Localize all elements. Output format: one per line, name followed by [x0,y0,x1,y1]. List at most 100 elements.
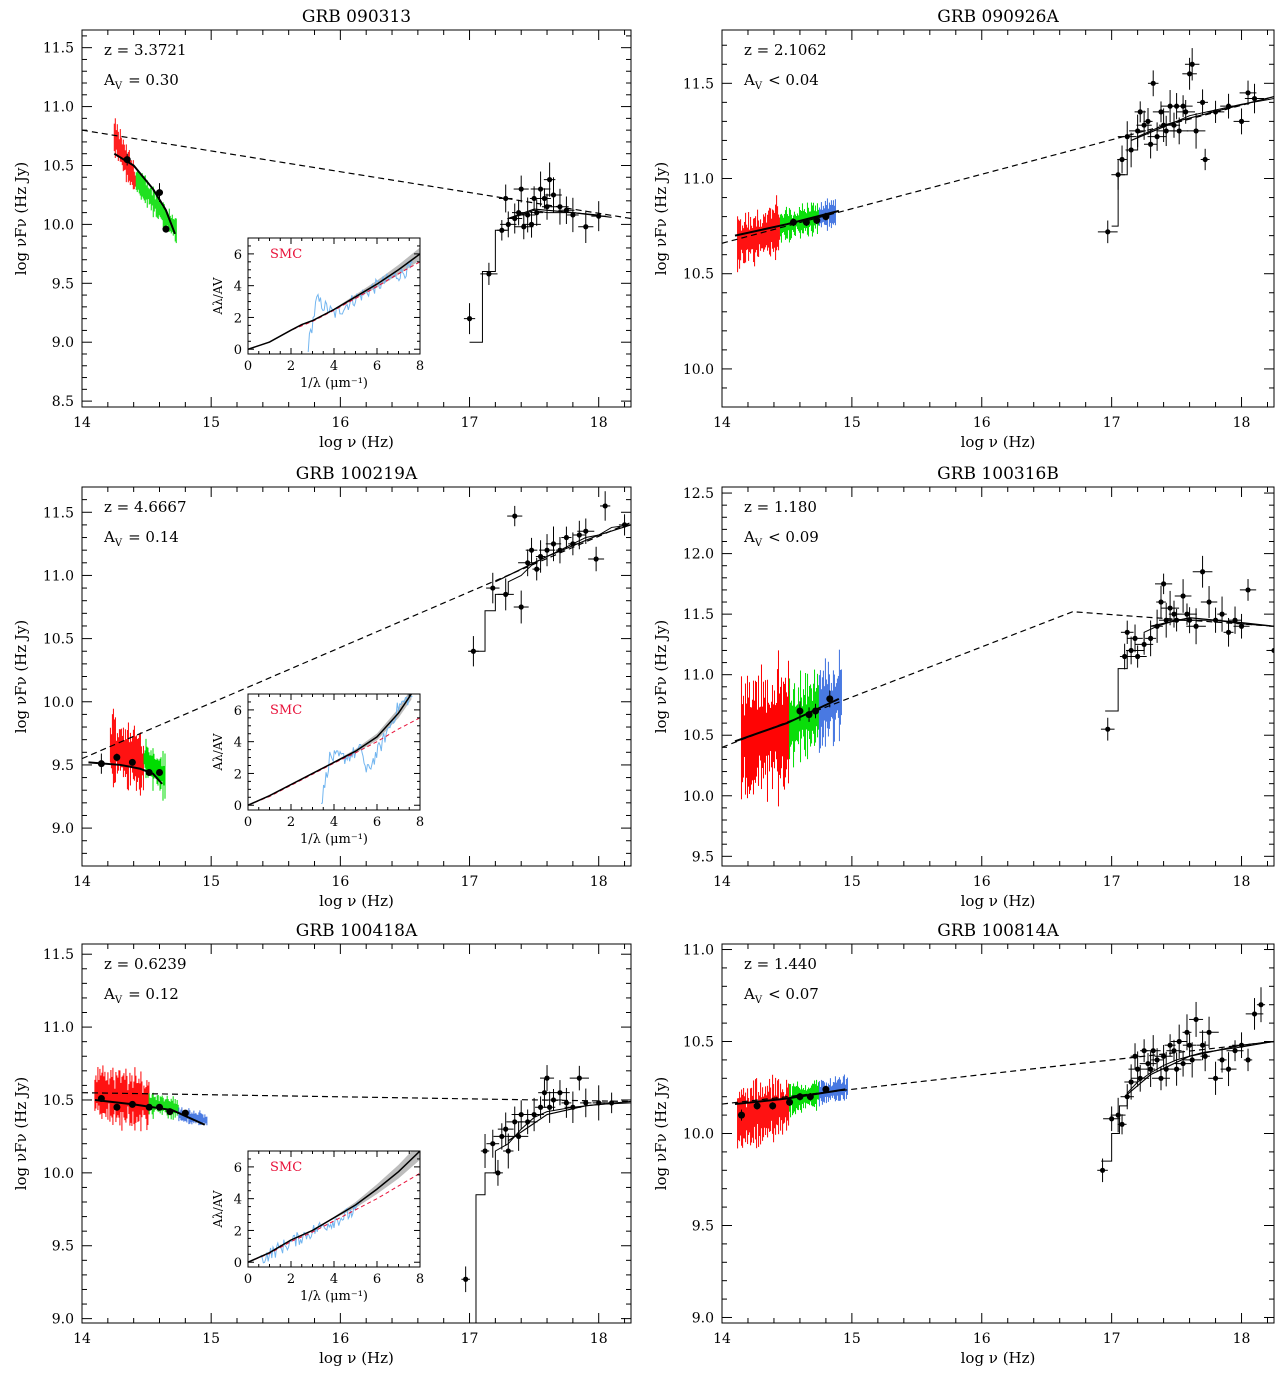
xray-model-step-line [463,1102,631,1323]
x-axis-label: log ν (Hz) [319,433,394,451]
optical-spectrum-green [148,1092,179,1120]
xray-point [570,212,576,218]
optical-point [737,1111,745,1119]
redshift-label: z = 4.6667 [104,498,187,516]
xray-point [1141,122,1147,128]
x-tick-label: 15 [843,415,861,431]
av-symbol: A [743,528,755,546]
xray-point [609,1100,615,1106]
xray-point [1245,90,1251,96]
xray-point [1206,599,1212,605]
xray-point [1141,641,1147,648]
optical-point [156,189,164,197]
model-dashed-line [722,1040,1274,1105]
xray-point [537,553,544,560]
plot-area [82,491,631,801]
x-tick-label: 16 [331,874,349,890]
xray-point [1154,1057,1160,1063]
xray-point [512,215,518,222]
xray-point [1199,569,1206,575]
optical-spectrum-red [113,118,136,190]
inset-x-tick-label: 6 [373,359,381,374]
y-tick-label: 10.5 [683,728,714,744]
y-tick-label: 11.5 [43,41,74,57]
inset-x-tick-label: 4 [330,815,338,830]
xray-point [1154,134,1160,140]
optical-point [156,1103,164,1111]
xray-point [1251,1011,1258,1017]
optical-point [166,1108,174,1116]
y-tick-label: 10.5 [43,632,74,648]
xray-point [1119,156,1125,163]
x-tick-label: 17 [461,415,479,431]
xray-point [503,195,509,202]
plot-area [722,48,1274,273]
xray-point [563,1100,570,1106]
inset-y-tick-label: 6 [234,1161,242,1176]
xray-point [1184,1029,1190,1035]
x-tick-label: 18 [1233,415,1251,431]
xray-point [1183,109,1189,115]
xray-point [503,591,509,597]
xray-point [1145,1060,1151,1067]
y-tick-label: 9.5 [52,758,74,774]
panel-0: GRB 090313 14 15 16 17 18 8.5 9.0 9.5 10.0 10.5 11.… [12,7,632,451]
xray-point [1161,122,1167,128]
panel-5: GRB 100814A 14 15 16 17 18 9.0 9.5 10.0 10.5 11.0 l… [652,921,1275,1367]
x-tick-label: 14 [713,874,731,890]
y-tick-label: 10.5 [683,267,714,283]
optical-point [806,1093,814,1101]
xray-point [1199,1042,1206,1048]
xray-point [1145,118,1151,124]
av-subscript: V [114,538,123,549]
xray-point [528,547,535,553]
y-tick-label: 9.0 [52,1312,74,1328]
x-tick-label: 17 [1103,874,1121,890]
x-tick-label: 16 [973,874,991,890]
xray-point [525,560,531,566]
inset-y-tick-label: 6 [234,704,242,719]
xray-point [1180,1060,1186,1067]
xray-point [537,186,544,192]
y-tick-label: 10.0 [683,1127,714,1143]
chart-title: GRB 100316B [937,464,1059,484]
xray-point [1212,109,1219,115]
x-tick-label: 17 [461,874,479,890]
inset-x-axis-label: 1/λ (μm⁻¹) [300,832,368,847]
xray-point [1232,617,1238,623]
plot-area [82,1065,631,1323]
xray-point [505,1148,511,1154]
y-tick-label: 9.0 [52,821,74,837]
xray-point [1171,611,1177,617]
xray-point [596,1100,602,1106]
xray-point [534,566,540,572]
y-axis-label: log νFν (Hz Jy) [652,162,670,276]
inset-x-tick-label: 2 [287,815,295,830]
x-tick-label: 14 [73,874,91,890]
optical-spectrum-green [143,738,166,801]
x-tick-label: 18 [590,415,608,431]
optical-point [805,711,813,719]
extinction-label: AV < 0.09 [743,528,819,549]
chart-title: GRB 100219A [296,464,418,484]
xray-point [1206,1029,1212,1035]
inset-x-tick-label: 2 [287,1272,295,1287]
xray-point [1105,229,1111,235]
xray-point [512,513,518,519]
xray-point [1148,1066,1154,1072]
panel-2: GRB 100219A 14 15 16 17 18 9.0 9.5 10.0 10.5 11.0 1… [12,464,632,910]
inset-y-tick-label: 0 [234,799,242,814]
inset-uncertainty-band [248,1151,420,1263]
extinction-inset: 0 2 4 6 8 0 2 4 6 1/λ (μm⁻¹) Aλ/AV SMC [211,1150,424,1304]
xray-point [499,227,505,233]
x-tick-label: 14 [73,1331,91,1347]
xray-point [1193,128,1199,134]
xray-point [518,604,524,610]
xray-point [1225,1066,1232,1072]
inset-y-tick-label: 2 [234,767,242,782]
inset-measured-extinction [320,694,413,804]
xray-point [550,192,557,198]
extinction-label: AV = 0.12 [103,985,179,1006]
inset-plot-area [248,1151,420,1264]
optical-spectrum-green [789,1079,820,1118]
